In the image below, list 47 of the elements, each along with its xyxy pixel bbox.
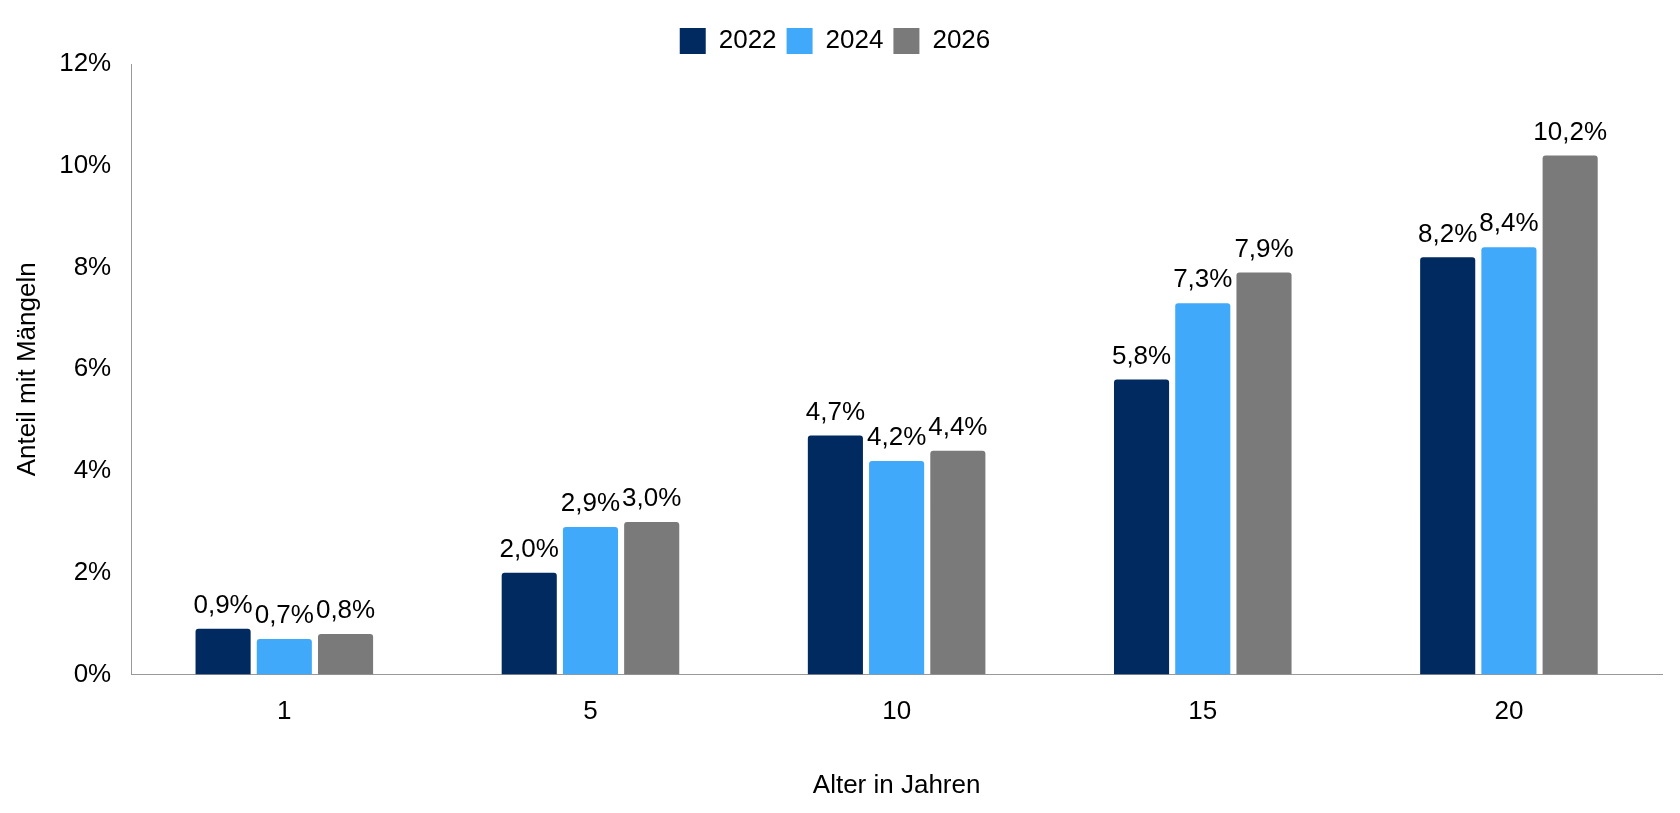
legend-label: 2024 — [825, 24, 884, 55]
y-axis-title: Anteil mit Mängeln — [10, 262, 41, 477]
legend-label: 2026 — [932, 24, 991, 55]
data-label: 10,2% — [1533, 115, 1608, 146]
data-label: 8,2% — [1418, 217, 1478, 248]
data-label: 0,9% — [193, 588, 253, 619]
y-tick-label: 2% — [73, 556, 112, 587]
legend-label: 2022 — [718, 24, 777, 55]
y-tick-label: 10% — [59, 148, 112, 179]
data-label: 5,8% — [1111, 339, 1172, 370]
data-label: 0,7% — [254, 599, 314, 630]
data-label: 2,9% — [560, 487, 621, 518]
bar — [1113, 379, 1170, 675]
bar — [624, 521, 680, 675]
bar — [1236, 272, 1292, 675]
data-label: 4,4% — [928, 410, 988, 441]
bar — [869, 460, 925, 675]
bar — [807, 435, 863, 675]
y-tick-label: 8% — [73, 250, 112, 281]
x-tick-label: 15 — [1188, 695, 1218, 726]
data-label: 2,0% — [499, 533, 559, 564]
x-tick-label: 5 — [583, 695, 598, 726]
bar — [317, 633, 374, 675]
y-tick-label: 12% — [59, 47, 112, 78]
bar — [1542, 155, 1598, 675]
x-tick-label: 20 — [1494, 695, 1524, 726]
x-tick-label: 1 — [277, 695, 292, 726]
bar — [501, 572, 557, 675]
data-label: 7,9% — [1234, 232, 1294, 263]
bar — [1481, 247, 1537, 675]
bar — [256, 638, 312, 675]
bar — [195, 628, 251, 675]
y-tick-label: 6% — [73, 352, 112, 383]
data-label: 3,0% — [622, 482, 682, 513]
y-tick-label: 0% — [73, 657, 112, 688]
bar — [1175, 303, 1231, 675]
y-tick-label: 4% — [73, 454, 112, 485]
data-label: 4,7% — [805, 395, 866, 426]
bar — [930, 450, 986, 675]
bar — [562, 527, 619, 675]
data-label: 0,8% — [315, 594, 376, 625]
x-tick-label: 10 — [882, 695, 912, 726]
data-label: 4,2% — [866, 421, 927, 452]
data-label: 8,4% — [1479, 207, 1539, 238]
bar — [1420, 257, 1476, 675]
x-axis-title: Alter in Jahren — [812, 768, 981, 799]
data-label: 7,3% — [1173, 263, 1233, 294]
